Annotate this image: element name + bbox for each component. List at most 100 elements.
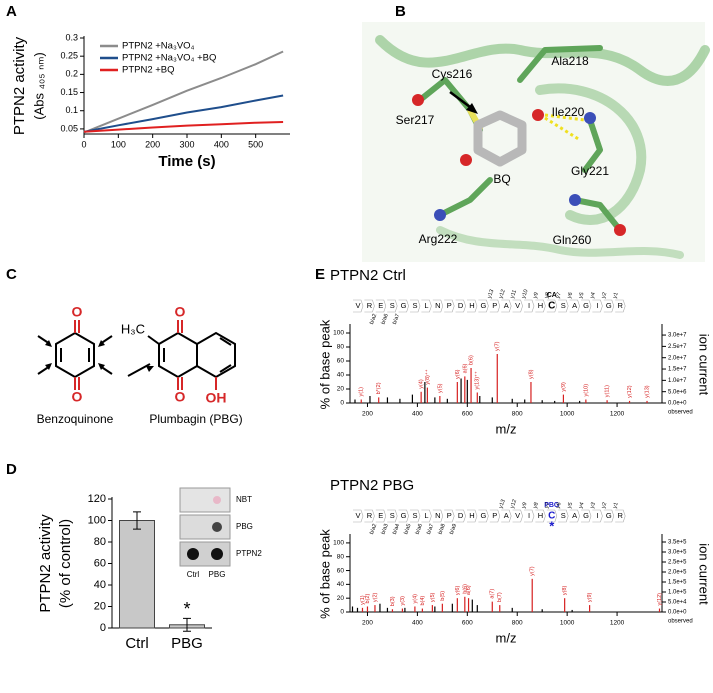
residue: S xyxy=(412,511,417,520)
residue: I xyxy=(528,511,530,520)
residue-box xyxy=(444,299,455,313)
oxygen-atom xyxy=(532,109,544,121)
y-ion-label: y4 xyxy=(578,502,586,510)
compound-name: Plumbagin (PBG) xyxy=(149,412,242,426)
x-axis-label: m/z xyxy=(496,630,517,645)
b-ion-label: b/a2 xyxy=(369,313,378,325)
peak-label: y(8)⁺⁺ xyxy=(424,369,431,384)
atom-label: O xyxy=(175,389,186,405)
peak-label: a(7) xyxy=(490,589,496,599)
y-tick-label: 20 xyxy=(337,386,345,393)
blot xyxy=(179,487,231,567)
residue-box xyxy=(444,509,455,523)
peak-label: y(1) xyxy=(360,595,366,605)
residue-box xyxy=(432,509,444,523)
peak-label: y(3) xyxy=(400,596,406,606)
y2-tick-label: 2.0e+7 xyxy=(668,355,687,361)
y2-tick-label: 1.5e+5 xyxy=(668,580,687,586)
b-ion-label: b/a8 xyxy=(437,523,446,535)
x-tick-label: 0 xyxy=(81,139,86,149)
residue-box xyxy=(581,299,592,313)
y-tick-label: 100 xyxy=(333,540,344,547)
residue: P xyxy=(447,301,452,310)
residue-box xyxy=(410,509,421,523)
residue: P xyxy=(492,301,497,310)
oxygen-atom xyxy=(614,224,626,236)
y2-tick-label: 5.0e+4 xyxy=(668,600,687,606)
x-tick-label: 200 xyxy=(362,620,373,627)
x-tick-label: 400 xyxy=(214,139,229,149)
residue: H xyxy=(469,511,474,520)
oxygen-atom xyxy=(412,94,424,106)
residue: A xyxy=(504,511,509,520)
y-ion-label: y13 xyxy=(498,499,507,509)
peak-label: y(6) xyxy=(455,586,461,596)
residue: G xyxy=(401,301,407,310)
residue-box xyxy=(398,299,409,313)
y2-tick-label: 3.0e+7 xyxy=(668,333,687,339)
residue-box xyxy=(467,299,478,313)
modification-label: PBG xyxy=(544,502,560,509)
y-tick-label: 0.2 xyxy=(65,69,78,79)
y-tick-label: 100 xyxy=(88,514,106,526)
y-ion-label: y8 xyxy=(532,502,540,510)
residue-label: Ser217 xyxy=(396,113,435,127)
y-tick-label: 40 xyxy=(337,581,345,588)
x-tick-label: Ctrl xyxy=(125,635,148,652)
residue-box xyxy=(467,509,478,523)
residue: D xyxy=(458,301,464,310)
y-tick-label: 0 xyxy=(340,400,344,407)
residue-box xyxy=(569,509,580,523)
residue: E xyxy=(378,511,383,520)
residue: G xyxy=(583,301,589,310)
b-ion-label: b/a7 xyxy=(426,523,435,535)
nitrogen-atom xyxy=(569,194,581,206)
residue-box xyxy=(558,299,569,313)
y-tick-label: 20 xyxy=(94,600,106,612)
y2-axis-label: ion current xyxy=(697,334,712,396)
b-ion-label: b/a4 xyxy=(392,523,401,535)
y-tick-label: 0.3 xyxy=(65,32,78,42)
y-ion-label: y6 xyxy=(555,502,563,510)
b-ion-label: b/a5 xyxy=(403,523,412,535)
atom-label: O xyxy=(72,304,83,320)
legend-label: PTPN2 +BQ xyxy=(122,65,175,76)
y2-tick-label: 1.0e+5 xyxy=(668,590,687,596)
y2-tick-label: 0.0e+0 xyxy=(668,610,687,616)
residue-box xyxy=(455,509,466,523)
y2-tick-label: 2.5e+7 xyxy=(668,344,687,350)
residue-box xyxy=(512,299,523,313)
residue-label: Ile220 xyxy=(552,105,585,119)
peak-label: b(6) xyxy=(462,584,468,594)
residue-box xyxy=(364,299,375,313)
x-tick-label: 1000 xyxy=(560,411,575,418)
residue: D xyxy=(458,511,464,520)
residue-box xyxy=(603,299,615,313)
x-tick-label: 800 xyxy=(512,411,523,418)
x-tick-label: 600 xyxy=(462,411,473,418)
y-axis-label: (% of control) xyxy=(57,519,74,608)
error-bar xyxy=(183,617,191,632)
residue-box xyxy=(353,509,364,523)
blot-row-label: NBT xyxy=(236,495,252,504)
ligand-label: BQ xyxy=(493,172,510,186)
error-bar xyxy=(133,511,141,530)
residue: A xyxy=(504,301,509,310)
peak-label: b(3) xyxy=(390,596,396,606)
panel-letter: D xyxy=(6,461,17,478)
residue-box xyxy=(398,509,409,523)
residue: C xyxy=(548,511,555,522)
y-tick-label: 0 xyxy=(340,609,344,616)
backbone xyxy=(375,35,710,259)
residue: R xyxy=(367,301,373,310)
b-ion-label: b/a2 xyxy=(369,523,378,535)
arrow-head xyxy=(466,103,478,114)
y2-tick-label: 1.0e+7 xyxy=(668,378,687,384)
peak-label: y(4) xyxy=(412,594,418,604)
atom-label: O xyxy=(175,304,186,320)
y-tick-label: 80 xyxy=(337,553,345,560)
residue: P xyxy=(492,511,497,520)
y-tick-label: 120 xyxy=(88,493,106,505)
residue: V xyxy=(355,511,360,520)
peak-label: y(10) xyxy=(583,384,589,397)
